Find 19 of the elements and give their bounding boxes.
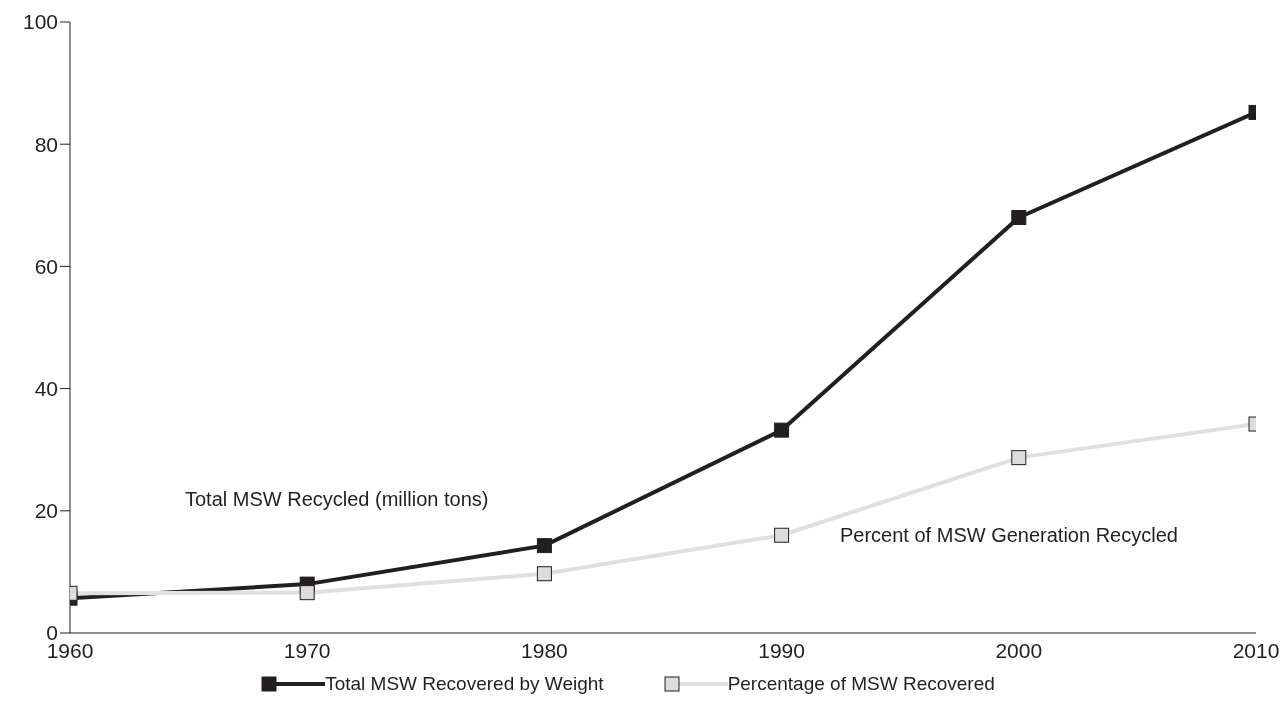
x-tick-label: 1990 — [758, 638, 805, 662]
point — [536, 538, 552, 554]
point — [536, 566, 552, 582]
annotation: Total MSW Recycled (million tons) — [185, 488, 489, 511]
y-tick-label: 100 — [22, 10, 58, 34]
point — [774, 422, 790, 438]
point — [774, 527, 790, 543]
y-tick-label: 80 — [34, 132, 58, 156]
y-tick-label: 0 — [46, 621, 58, 645]
y-tick-label: 40 — [34, 377, 58, 401]
x-tick-label: 1970 — [283, 638, 331, 662]
x-tick-label: 2010 — [1232, 638, 1280, 662]
annotation: Percent of MSW Generation Recycled — [840, 524, 1178, 547]
x-tick-label: 2000 — [995, 638, 1043, 662]
legend-label: Percentage of MSW Recovered — [727, 673, 995, 695]
y-tick-label: 20 — [34, 499, 58, 523]
legend-label: Total MSW Recovered by Weight — [325, 673, 604, 695]
y-tick-label: 60 — [34, 254, 58, 278]
x-tick-label: 1980 — [521, 638, 568, 662]
